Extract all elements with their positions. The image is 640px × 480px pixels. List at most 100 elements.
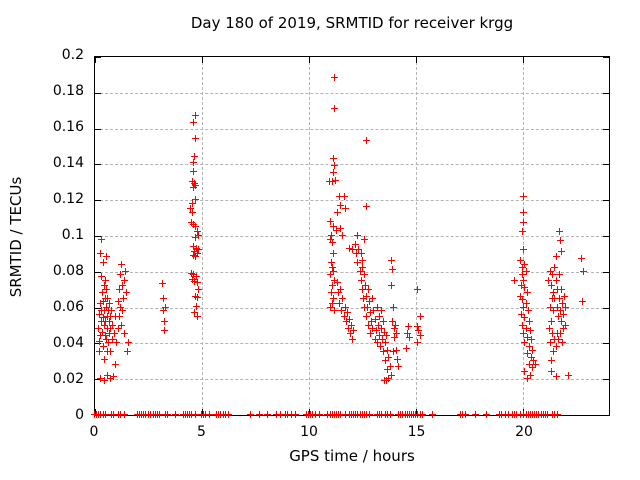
data-point bbox=[192, 253, 200, 261]
data-point bbox=[107, 375, 115, 383]
data-point bbox=[99, 328, 107, 336]
y-tick-mark bbox=[603, 415, 609, 416]
data-point bbox=[193, 302, 201, 310]
y-tick-mark bbox=[603, 379, 609, 381]
data-point bbox=[521, 260, 529, 268]
data-point bbox=[543, 411, 551, 418]
data-point bbox=[525, 360, 533, 368]
x-tick-mark bbox=[309, 57, 311, 63]
data-point bbox=[114, 325, 122, 333]
data-point bbox=[125, 339, 133, 347]
y-tick-label: 0.18 bbox=[52, 83, 84, 99]
data-point bbox=[191, 411, 199, 418]
data-point bbox=[557, 248, 565, 256]
data-point bbox=[224, 411, 232, 418]
y-gridline bbox=[95, 343, 609, 345]
data-point bbox=[520, 303, 528, 311]
data-point bbox=[362, 203, 370, 211]
data-point bbox=[519, 264, 527, 272]
data-point bbox=[194, 312, 201, 320]
data-point bbox=[191, 153, 199, 161]
data-point bbox=[553, 285, 561, 293]
data-point bbox=[523, 350, 531, 358]
data-point bbox=[102, 253, 110, 261]
data-point bbox=[372, 326, 380, 334]
plot-area bbox=[91, 56, 610, 418]
data-point bbox=[368, 317, 376, 325]
data-point bbox=[392, 330, 400, 338]
data-point bbox=[415, 326, 423, 334]
data-point bbox=[561, 292, 569, 300]
y-tick-mark bbox=[95, 164, 101, 166]
data-point bbox=[461, 411, 469, 418]
data-point bbox=[520, 219, 528, 227]
x-tick-label: 20 bbox=[515, 424, 533, 440]
data-point bbox=[329, 169, 337, 177]
data-point bbox=[340, 192, 348, 200]
x-tick-mark bbox=[202, 409, 204, 415]
data-point bbox=[110, 411, 118, 418]
data-point bbox=[385, 353, 393, 361]
data-point bbox=[194, 228, 201, 236]
x-tick-mark bbox=[95, 409, 96, 415]
y-gridline bbox=[95, 92, 609, 94]
data-point bbox=[352, 240, 360, 248]
data-point bbox=[103, 285, 111, 293]
data-point bbox=[315, 411, 323, 418]
data-point bbox=[192, 196, 200, 204]
y-tick-mark bbox=[603, 343, 609, 345]
data-point bbox=[190, 242, 198, 250]
data-point bbox=[348, 321, 355, 329]
data-point bbox=[522, 325, 530, 333]
data-point bbox=[107, 325, 115, 333]
data-point bbox=[414, 323, 422, 331]
data-point bbox=[550, 289, 558, 297]
data-point bbox=[521, 283, 529, 291]
x-tick-mark bbox=[202, 57, 204, 63]
data-point bbox=[522, 300, 530, 308]
data-point bbox=[109, 321, 117, 329]
data-point bbox=[103, 335, 111, 343]
data-point bbox=[552, 373, 560, 381]
data-point bbox=[381, 328, 389, 336]
data-point bbox=[288, 411, 296, 418]
x-axis-title: GPS time / hours bbox=[289, 447, 415, 465]
data-point bbox=[549, 294, 557, 302]
data-point bbox=[550, 348, 558, 356]
data-point bbox=[337, 224, 345, 232]
y-tick-label: 0.1 bbox=[61, 227, 84, 243]
data-point bbox=[336, 300, 344, 308]
data-point bbox=[525, 317, 533, 325]
data-point bbox=[548, 317, 556, 325]
data-point bbox=[99, 298, 107, 306]
data-point bbox=[105, 339, 113, 347]
data-point bbox=[327, 232, 335, 239]
data-point bbox=[329, 294, 337, 302]
data-point bbox=[334, 278, 342, 286]
data-point bbox=[105, 317, 113, 325]
y-tick-mark bbox=[95, 128, 101, 130]
y-tick-mark bbox=[603, 57, 609, 58]
data-point bbox=[160, 317, 168, 325]
data-point bbox=[521, 368, 529, 376]
data-point bbox=[159, 280, 167, 288]
data-point bbox=[192, 181, 200, 189]
data-point bbox=[193, 273, 201, 281]
data-point bbox=[547, 267, 555, 275]
data-point bbox=[525, 342, 533, 350]
data-point bbox=[418, 411, 426, 418]
data-point bbox=[390, 334, 398, 342]
data-point bbox=[519, 321, 527, 329]
data-point bbox=[190, 167, 198, 175]
data-point bbox=[112, 312, 120, 320]
data-point bbox=[367, 308, 375, 316]
data-point bbox=[330, 276, 338, 284]
data-point bbox=[416, 332, 424, 340]
data-point bbox=[517, 257, 525, 265]
data-point bbox=[163, 411, 171, 418]
data-point bbox=[362, 137, 370, 145]
data-point bbox=[429, 411, 437, 418]
data-point bbox=[519, 271, 527, 279]
data-point bbox=[192, 233, 200, 241]
data-point bbox=[388, 266, 396, 273]
